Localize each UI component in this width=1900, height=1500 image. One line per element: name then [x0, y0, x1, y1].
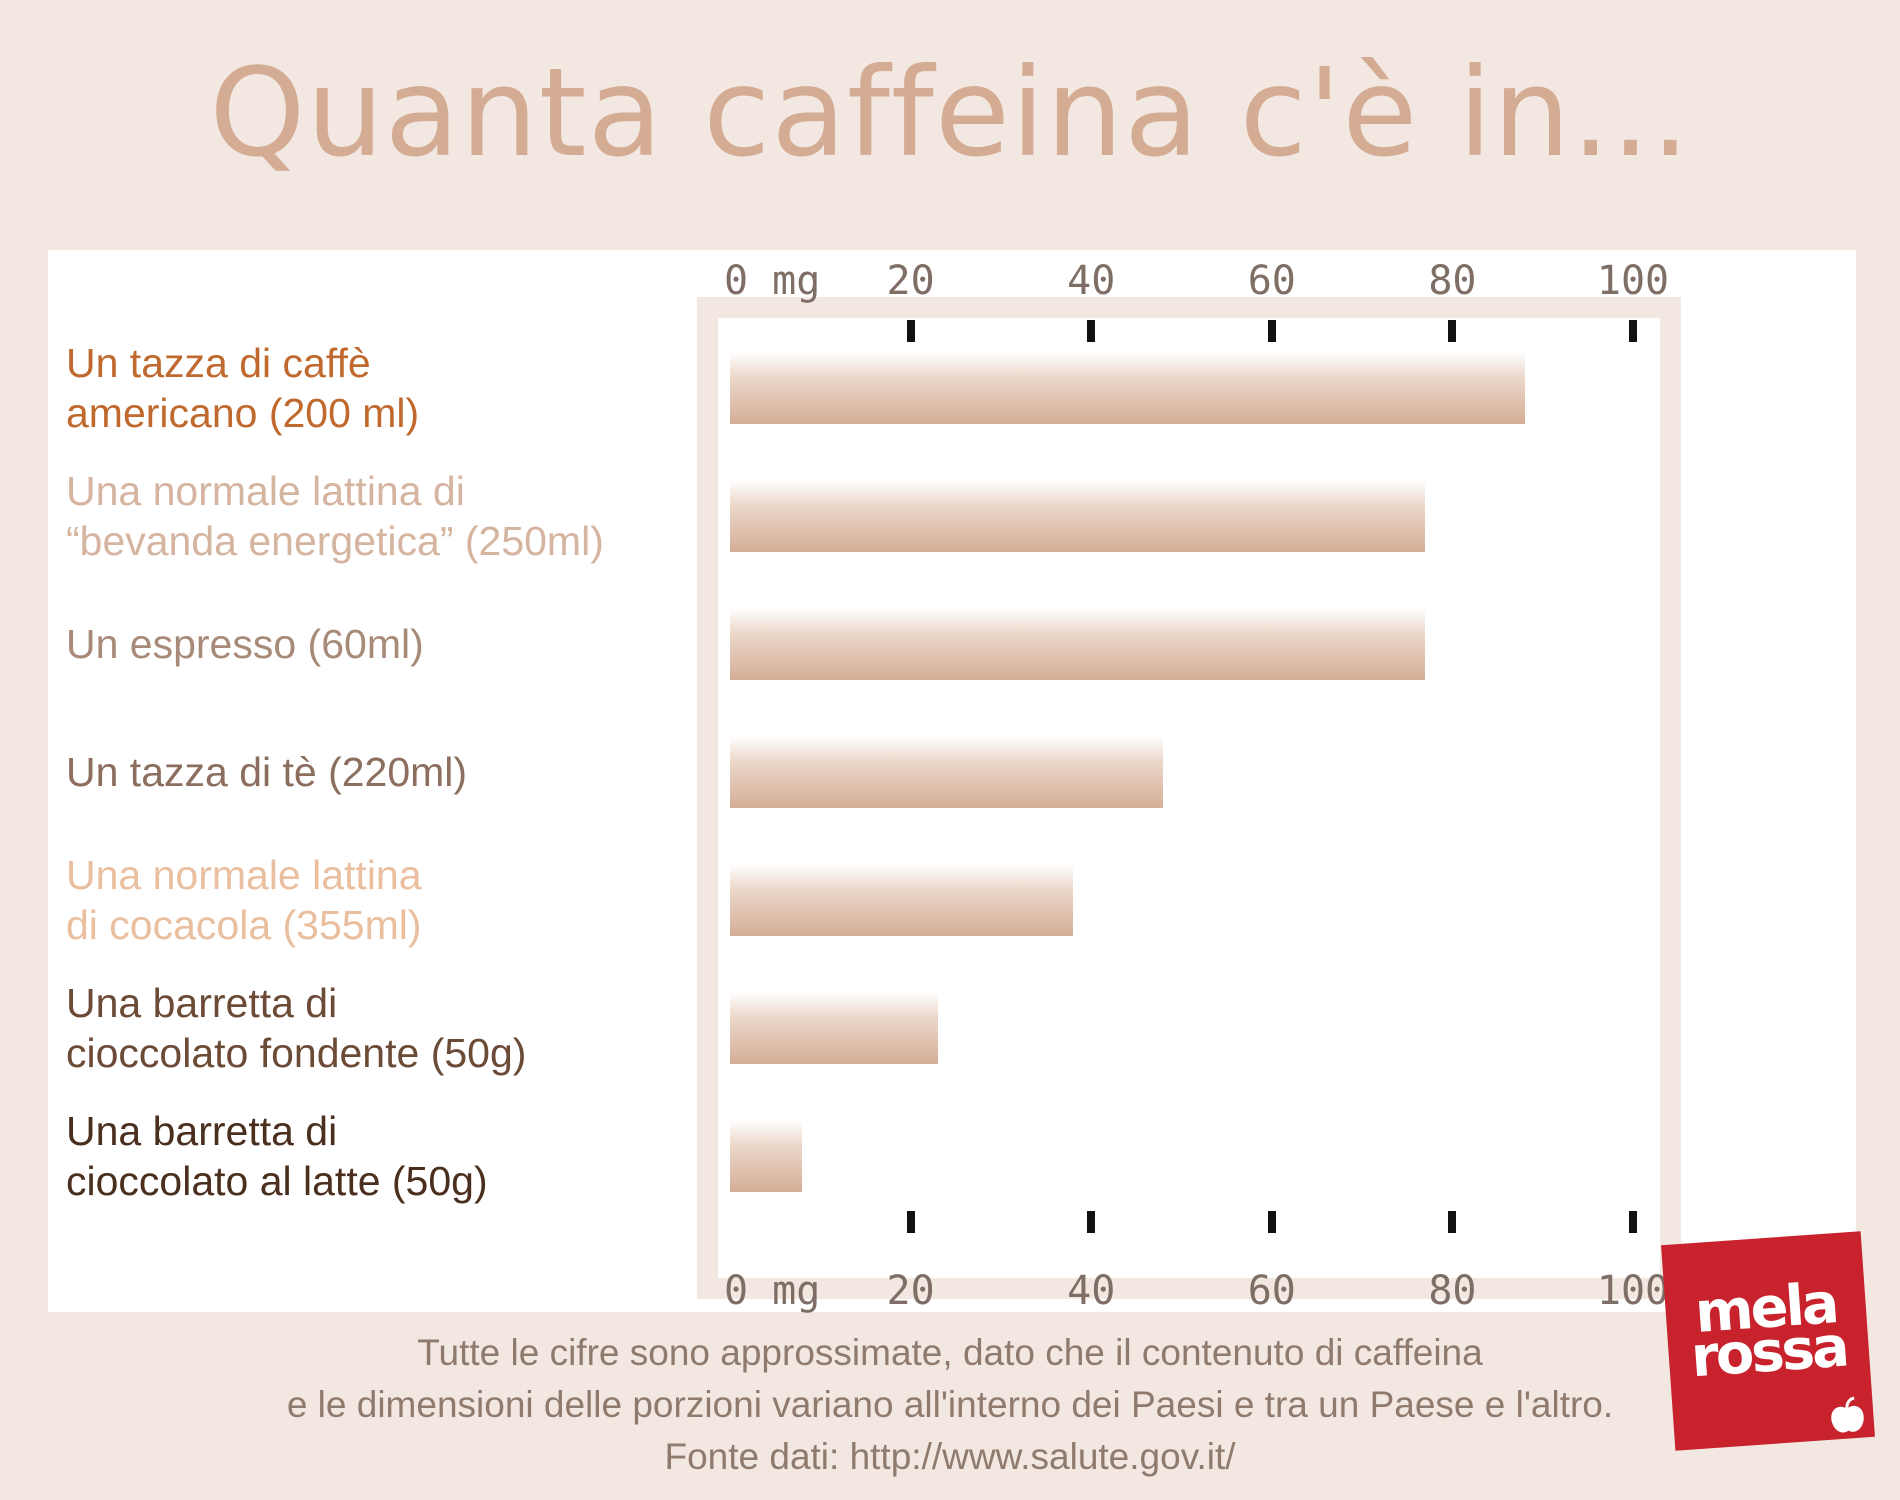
footnote-line-3: Fonte dati: http://www.salute.gov.it/ — [664, 1436, 1236, 1477]
category-label-line: Una normale lattina di — [66, 468, 465, 514]
category-label-line: cioccolato fondente (50g) — [66, 1030, 527, 1076]
top-tick-label: 20 — [886, 258, 935, 304]
category-label-line: Un espresso (60ml) — [66, 621, 424, 667]
top-tick-mark — [906, 320, 915, 342]
bar — [730, 608, 1426, 680]
top-tick-label: 100 — [1596, 258, 1670, 304]
category-label-line: americano (200 ml) — [66, 390, 420, 436]
top-tick-mark — [1629, 320, 1637, 342]
bottom-tick-mark — [1087, 1211, 1096, 1233]
category-label-line: Un tazza di tè (220ml) — [66, 749, 468, 795]
bar — [730, 736, 1164, 808]
bottom-tick-mark — [1267, 1211, 1276, 1233]
bottom-tick-label: 80 — [1428, 1268, 1477, 1314]
category-label-line: di cocacola (355ml) — [66, 902, 422, 948]
bottom-tick-mark — [1629, 1211, 1637, 1233]
bar — [730, 1120, 803, 1192]
top-tick-label: 0 mg — [724, 258, 821, 304]
apple-icon — [1831, 1396, 1864, 1433]
chart-title: Quanta caffeina c'è in... — [209, 42, 1691, 184]
top-tick-mark — [1267, 320, 1276, 342]
bottom-tick-label: 100 — [1596, 1268, 1670, 1314]
bottom-tick-mark — [906, 1211, 915, 1233]
category-label: Una normale lattina di cocacola (355ml) — [66, 850, 686, 950]
top-tick-label: 60 — [1247, 258, 1296, 304]
category-label: Una barretta di cioccolato fondente (50g) — [66, 978, 686, 1078]
bottom-tick-label: 20 — [886, 1268, 935, 1314]
melarossa-logo: mela rossa — [1661, 1231, 1875, 1451]
bottom-tick-mark — [1448, 1211, 1457, 1233]
category-label: Un tazza di caffè americano (200 ml) — [66, 338, 686, 438]
bar — [730, 480, 1426, 552]
category-label: Una barretta di cioccolato al latte (50g) — [66, 1106, 686, 1206]
bar — [730, 864, 1074, 936]
top-tick-label: 40 — [1067, 258, 1116, 304]
logo-text-rossa: rossa — [1688, 1314, 1849, 1391]
top-tick-label: 80 — [1428, 258, 1477, 304]
bar — [730, 352, 1525, 424]
footnote-line-2: e le dimensioni delle porzioni variano a… — [286, 1384, 1614, 1425]
chart-frame — [697, 297, 1681, 1299]
bottom-tick-label: 40 — [1067, 1268, 1116, 1314]
bottom-tick-label: 0 mg — [724, 1268, 821, 1314]
bar — [730, 992, 938, 1064]
category-label: Un tazza di tè (220ml) — [66, 747, 686, 797]
category-label: Un espresso (60ml) — [66, 619, 686, 669]
category-label-line: “bevanda energetica” (250ml) — [66, 518, 604, 564]
top-tick-mark — [1448, 320, 1457, 342]
category-label-line: Una normale lattina — [66, 852, 422, 898]
category-label-line: Una barretta di — [66, 980, 338, 1026]
category-label-line: cioccolato al latte (50g) — [66, 1158, 488, 1204]
category-label-line: Un tazza di caffè — [66, 340, 371, 386]
footnote-line-1: Tutte le cifre sono approssimate, dato c… — [417, 1332, 1483, 1373]
top-tick-mark — [1087, 320, 1096, 342]
category-label-line: Una barretta di — [66, 1108, 338, 1154]
bottom-tick-label: 60 — [1247, 1268, 1296, 1314]
category-label: Una normale lattina di “bevanda energetic… — [66, 466, 686, 566]
